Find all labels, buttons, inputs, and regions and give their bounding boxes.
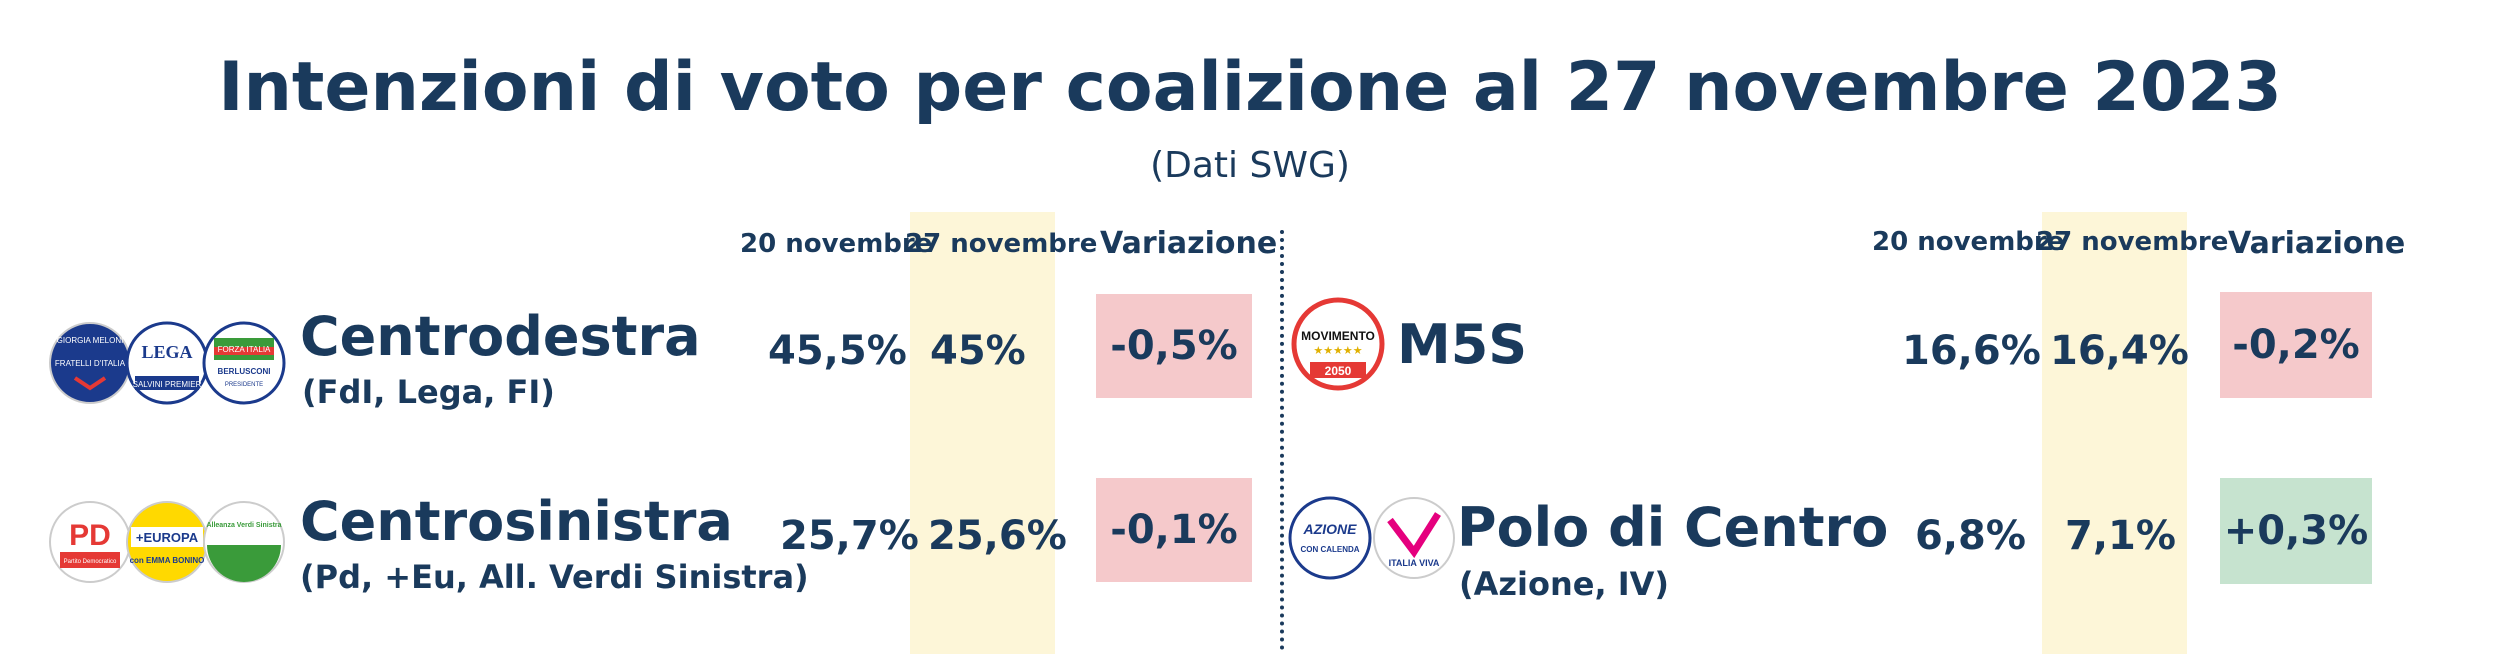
header-change-right: Variazione xyxy=(2228,226,2406,261)
svg-text:★★★★★: ★★★★★ xyxy=(1313,344,1362,357)
value-curr: 16,4% xyxy=(2050,328,2189,374)
header-prev-left: 20 novembre xyxy=(740,229,933,259)
header-change-left: Variazione xyxy=(1100,226,1278,261)
lega-logo: LEGA SALVINI PREMIER xyxy=(125,321,209,405)
change-badge: +0,3% xyxy=(2220,478,2372,584)
svg-text:BERLUSCONI: BERLUSCONI xyxy=(218,367,271,376)
svg-text:+EUROPA: +EUROPA xyxy=(136,530,199,545)
coalition-name: Centrodestra xyxy=(300,305,701,368)
value-prev: 6,8% xyxy=(1915,513,2026,559)
polo-centro-logos: AZIONE CON CALENDA ITALIA VIVA xyxy=(1288,496,1455,580)
chart-subtitle: (Dati SWG) xyxy=(1150,145,1350,186)
piu-europa-logo: +EUROPA con EMMA BONINO xyxy=(126,501,208,583)
svg-text:FORZA ITALIA: FORZA ITALIA xyxy=(218,345,271,354)
azione-logo: AZIONE CON CALENDA xyxy=(1288,496,1372,580)
header-prev-right: 20 novembre xyxy=(1872,227,2065,257)
m5s-logo: MOVIMENTO ★★★★★ 2050 xyxy=(1291,297,1385,391)
svg-text:GIORGIA MELONI: GIORGIA MELONI xyxy=(57,336,124,345)
coalition-name: Centrosinistra xyxy=(300,490,733,553)
svg-text:MOVIMENTO: MOVIMENTO xyxy=(1301,329,1375,343)
centrosinistra-logos: PD Partito Democratico +EUROPA con EMMA … xyxy=(49,501,285,583)
value-prev: 16,6% xyxy=(1902,328,2041,374)
svg-text:con EMMA BONINO: con EMMA BONINO xyxy=(130,556,205,565)
value-curr: 7,1% xyxy=(2065,513,2176,559)
svg-text:ITALIA VIVA: ITALIA VIVA xyxy=(1389,558,1440,568)
svg-text:FRATELLI D'ITALIA: FRATELLI D'ITALIA xyxy=(55,359,126,368)
svg-text:2050: 2050 xyxy=(1325,364,1352,378)
svg-text:AZIONE: AZIONE xyxy=(1303,521,1358,537)
coalition-members: (Azione, IV) xyxy=(1459,565,1670,603)
chart-title: Intenzioni di voto per coalizione al 27 … xyxy=(218,48,2282,127)
header-curr-right: 27 novembre xyxy=(2036,227,2229,257)
value-prev: 25,7% xyxy=(780,513,919,559)
column-divider xyxy=(1280,230,1284,650)
coalition-name: Polo di Centro xyxy=(1457,496,1889,559)
fratelli-italia-logo: GIORGIA MELONI FRATELLI D'ITALIA xyxy=(49,322,131,404)
svg-text:SALVINI PREMIER: SALVINI PREMIER xyxy=(133,380,202,389)
value-prev: 45,5% xyxy=(768,328,907,374)
current-week-highlight-left xyxy=(910,212,1055,654)
centrodestra-logos: GIORGIA MELONI FRATELLI D'ITALIA LEGA SA… xyxy=(49,321,286,405)
avs-logo: Alleanza Verdi Sinistra xyxy=(203,501,285,583)
svg-text:PD: PD xyxy=(69,519,111,552)
forza-italia-logo: FORZA ITALIA BERLUSCONI PRESIDENTE xyxy=(202,321,286,405)
value-curr: 25,6% xyxy=(928,513,1067,559)
header-curr-left: 27 novembre xyxy=(905,229,1098,259)
current-week-highlight-right xyxy=(2042,212,2187,654)
svg-text:CON CALENDA: CON CALENDA xyxy=(1300,545,1359,554)
change-badge: -0,5% xyxy=(1096,294,1252,398)
italia-viva-logo: ITALIA VIVA xyxy=(1373,497,1455,579)
svg-text:PRESIDENTE: PRESIDENTE xyxy=(225,382,263,388)
coalition-name: M5S xyxy=(1397,313,1528,376)
svg-text:Alleanza Verdi Sinistra: Alleanza Verdi Sinistra xyxy=(206,522,281,529)
svg-text:Partito Democratico: Partito Democratico xyxy=(64,559,117,565)
coalition-members: (FdI, Lega, FI) xyxy=(302,373,555,411)
value-curr: 45% xyxy=(930,328,1026,374)
svg-text:LEGA: LEGA xyxy=(141,342,192,362)
pd-logo: PD Partito Democratico xyxy=(49,501,131,583)
coalition-members: (Pd, +Eu, All. Verdi Sinistra) xyxy=(300,558,809,596)
change-badge: -0,1% xyxy=(1096,478,1252,582)
change-badge: -0,2% xyxy=(2220,292,2372,398)
